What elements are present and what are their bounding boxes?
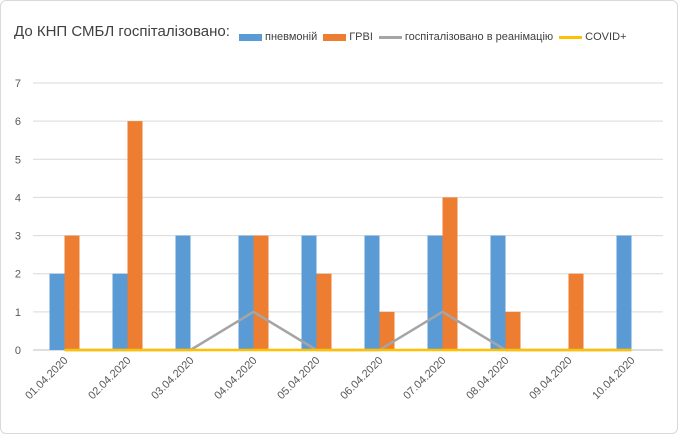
y-tick-label-3: 3: [15, 231, 21, 243]
legend-swatch-pneumonia: [239, 33, 262, 41]
bar-grvi-2: [127, 121, 143, 351]
y-tick-label-5: 5: [15, 154, 21, 166]
y-tick-label-4: 4: [15, 192, 21, 204]
bar-grvi-6: [379, 311, 395, 350]
bar-grvi-4: [253, 235, 269, 350]
chart-legend: пневмоній ГРВІ госпіталізовано в реаніма…: [239, 31, 632, 43]
series-line-icu: [64, 310, 632, 352]
bar-pneumonia-5: [301, 235, 317, 350]
bar-pneumonia-1: [49, 273, 65, 350]
bar-pneumonia-8: [490, 235, 506, 350]
x-tick-label-3: 03.04.2020: [149, 355, 196, 402]
legend-item-pneumonia: пневмоній: [239, 31, 317, 43]
bar-grvi-8: [505, 311, 521, 350]
y-tick-label-1: 1: [15, 307, 21, 319]
legend-swatch-covid: [559, 35, 583, 39]
bar-grvi-7: [442, 197, 458, 350]
bar-grvi-5: [316, 273, 332, 350]
bar-pneumonia-3: [175, 235, 191, 350]
bar-pneumonia-6: [364, 235, 380, 350]
x-tick-label-4: 04.04.2020: [212, 355, 259, 402]
legend-label-grvi: ГРВІ: [349, 31, 373, 43]
bar-grvi-1: [64, 235, 80, 350]
legend-item-icu: госпіталізовано в реанімацію: [378, 31, 554, 43]
legend-item-grvi: ГРВІ: [323, 31, 373, 43]
x-tick-label-6: 06.04.2020: [338, 355, 385, 402]
bar-grvi-9: [568, 273, 584, 350]
y-tick-label-7: 7: [15, 78, 21, 90]
bar-pneumonia-7: [427, 235, 443, 350]
x-tick-label-2: 02.04.2020: [86, 355, 133, 402]
x-tick-label-5: 05.04.2020: [275, 355, 322, 402]
legend-label-pneumonia: пневмоній: [265, 31, 318, 43]
chart-title: До КНП СМБЛ госпіталізовано:: [14, 23, 230, 40]
bar-pneumonia-2: [112, 273, 128, 350]
legend-item-covid: COVID+: [559, 31, 626, 43]
legend-label-covid: COVID+: [585, 31, 627, 43]
legend-swatch-grvi: [323, 33, 347, 41]
y-tick-label-0: 0: [15, 345, 21, 357]
x-tick-label-9: 09.04.2020: [527, 355, 574, 402]
bar-pneumonia-4: [238, 235, 254, 350]
x-tick-label-7: 07.04.2020: [401, 355, 448, 402]
y-tick-label-2: 2: [15, 269, 21, 281]
x-tick-label-1: 01.04.2020: [23, 355, 70, 402]
y-tick-label-6: 6: [15, 116, 21, 128]
x-tick-label-8: 08.04.2020: [464, 355, 511, 402]
legend-swatch-icu: [378, 35, 402, 39]
legend-label-icu: госпіталізовано в реанімацію: [404, 31, 554, 43]
bar-pneumonia-10: [616, 235, 632, 350]
x-tick-label-10: 10.04.2020: [590, 355, 637, 402]
